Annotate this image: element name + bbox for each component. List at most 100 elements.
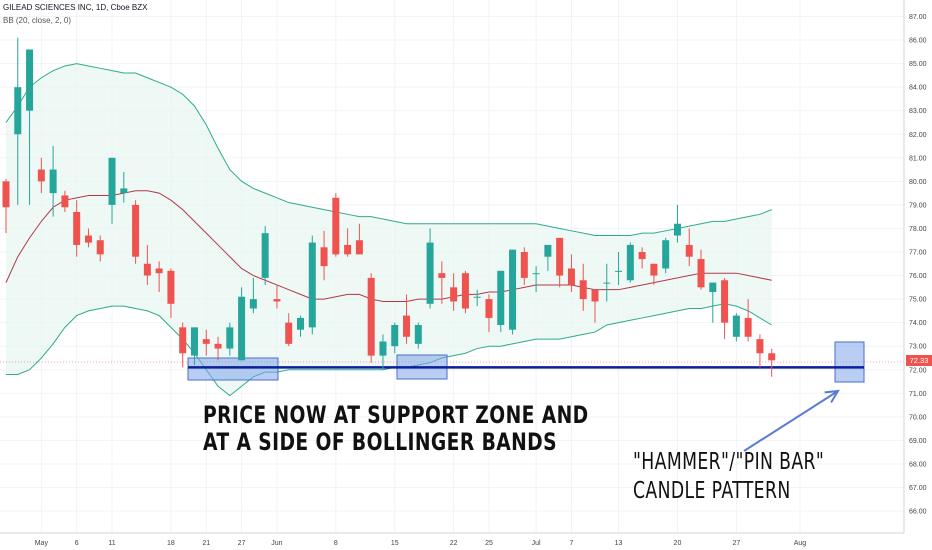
candle-body bbox=[509, 249, 517, 330]
pattern-annotation: "HAMMER"/"PIN BAR" CANDLE PATTERN bbox=[633, 449, 825, 504]
candle-body bbox=[167, 270, 175, 304]
candle-body bbox=[756, 339, 764, 354]
time-tick-label: 11 bbox=[108, 540, 115, 547]
candle bbox=[37, 157, 45, 194]
arrow-head bbox=[824, 389, 840, 404]
candle-body bbox=[143, 263, 151, 276]
candle-body bbox=[132, 204, 140, 257]
candle bbox=[155, 261, 163, 293]
candle-body bbox=[297, 317, 304, 330]
hammer-highlight-box bbox=[834, 341, 865, 383]
price-tick-label: 77.00 bbox=[909, 250, 927, 257]
candle-body bbox=[544, 244, 552, 257]
candle bbox=[379, 334, 387, 370]
candle bbox=[709, 282, 717, 323]
candle bbox=[332, 193, 340, 257]
candle-body bbox=[673, 223, 681, 236]
candle bbox=[249, 277, 257, 314]
candle bbox=[438, 261, 446, 304]
time-tick-label: 6 bbox=[75, 540, 79, 547]
candle bbox=[367, 273, 375, 363]
candle bbox=[591, 289, 599, 323]
time-tick-label: Jul bbox=[532, 540, 541, 547]
candle bbox=[73, 200, 81, 257]
price-tick-label: 69.00 bbox=[909, 438, 927, 445]
candle bbox=[509, 249, 517, 335]
candle-body bbox=[26, 49, 34, 111]
candle-body bbox=[332, 197, 340, 255]
price-axis-bg bbox=[904, 0, 932, 550]
price-tick-label: 68.00 bbox=[909, 461, 927, 468]
candle bbox=[297, 315, 304, 337]
price-tick-label: 76.00 bbox=[909, 273, 927, 280]
candle bbox=[308, 235, 316, 335]
candle bbox=[638, 247, 646, 269]
price-tick-label: 70.00 bbox=[909, 414, 927, 421]
candle bbox=[414, 322, 422, 349]
candle bbox=[579, 263, 587, 311]
candle bbox=[132, 200, 140, 264]
candle-body bbox=[320, 247, 328, 267]
candle-body bbox=[450, 287, 458, 302]
candle-body bbox=[367, 277, 375, 356]
candle-body bbox=[721, 280, 729, 323]
candle-body bbox=[579, 280, 587, 300]
candle bbox=[61, 190, 69, 212]
candles bbox=[2, 37, 776, 377]
candle-body bbox=[391, 325, 399, 347]
price-tick-label: 67.00 bbox=[909, 485, 927, 492]
candle-body bbox=[556, 237, 564, 276]
candle bbox=[320, 230, 328, 281]
candle bbox=[391, 322, 399, 354]
candle bbox=[744, 299, 752, 342]
candle bbox=[167, 268, 175, 318]
time-tick-label: Jun bbox=[271, 540, 282, 547]
candle-body bbox=[520, 252, 528, 278]
candle-body bbox=[461, 273, 469, 309]
candle-body bbox=[403, 315, 411, 337]
candle-body bbox=[61, 195, 69, 208]
candle bbox=[344, 228, 352, 257]
current-price-tag: 72.33 bbox=[906, 355, 932, 366]
candle bbox=[768, 348, 776, 377]
candle bbox=[426, 228, 434, 309]
candle bbox=[120, 171, 128, 203]
candle bbox=[214, 336, 222, 361]
candle-body bbox=[662, 240, 670, 269]
candle bbox=[685, 228, 693, 267]
candle-body bbox=[426, 242, 434, 304]
price-tick-label: 75.00 bbox=[909, 297, 927, 304]
time-tick-label: 13 bbox=[615, 540, 623, 547]
candle bbox=[14, 37, 22, 205]
support-annotation: PRICE NOW AT SUPPORT ZONE AND AT A SIDE … bbox=[203, 401, 589, 456]
indicator-legend: BB (20, close, 2, 0) bbox=[3, 16, 72, 25]
candle-body bbox=[273, 299, 281, 302]
candle bbox=[355, 223, 363, 255]
candle bbox=[603, 263, 611, 302]
basis-line bbox=[5, 190, 772, 302]
candle bbox=[626, 242, 634, 283]
candle bbox=[190, 327, 198, 366]
candle-body bbox=[261, 233, 269, 278]
candle-body bbox=[49, 169, 57, 194]
candle bbox=[650, 263, 658, 285]
time-tick-label: 15 bbox=[391, 540, 399, 547]
price-tick-label: 72.00 bbox=[909, 367, 927, 374]
candle-body bbox=[591, 289, 599, 302]
candle bbox=[49, 146, 57, 217]
candle-body bbox=[238, 296, 246, 361]
price-tick-label: 81.00 bbox=[909, 155, 927, 162]
candle-body bbox=[37, 169, 45, 182]
candle bbox=[26, 49, 34, 205]
candle-body bbox=[485, 299, 493, 318]
candle-body bbox=[685, 244, 693, 257]
candle-body bbox=[709, 282, 717, 293]
candle bbox=[485, 294, 493, 333]
candle bbox=[615, 252, 623, 285]
candle-body bbox=[285, 322, 293, 344]
candle-body bbox=[155, 268, 163, 274]
price-tick-label: 79.00 bbox=[909, 202, 927, 209]
candle-body bbox=[355, 240, 363, 255]
candle bbox=[673, 204, 681, 243]
